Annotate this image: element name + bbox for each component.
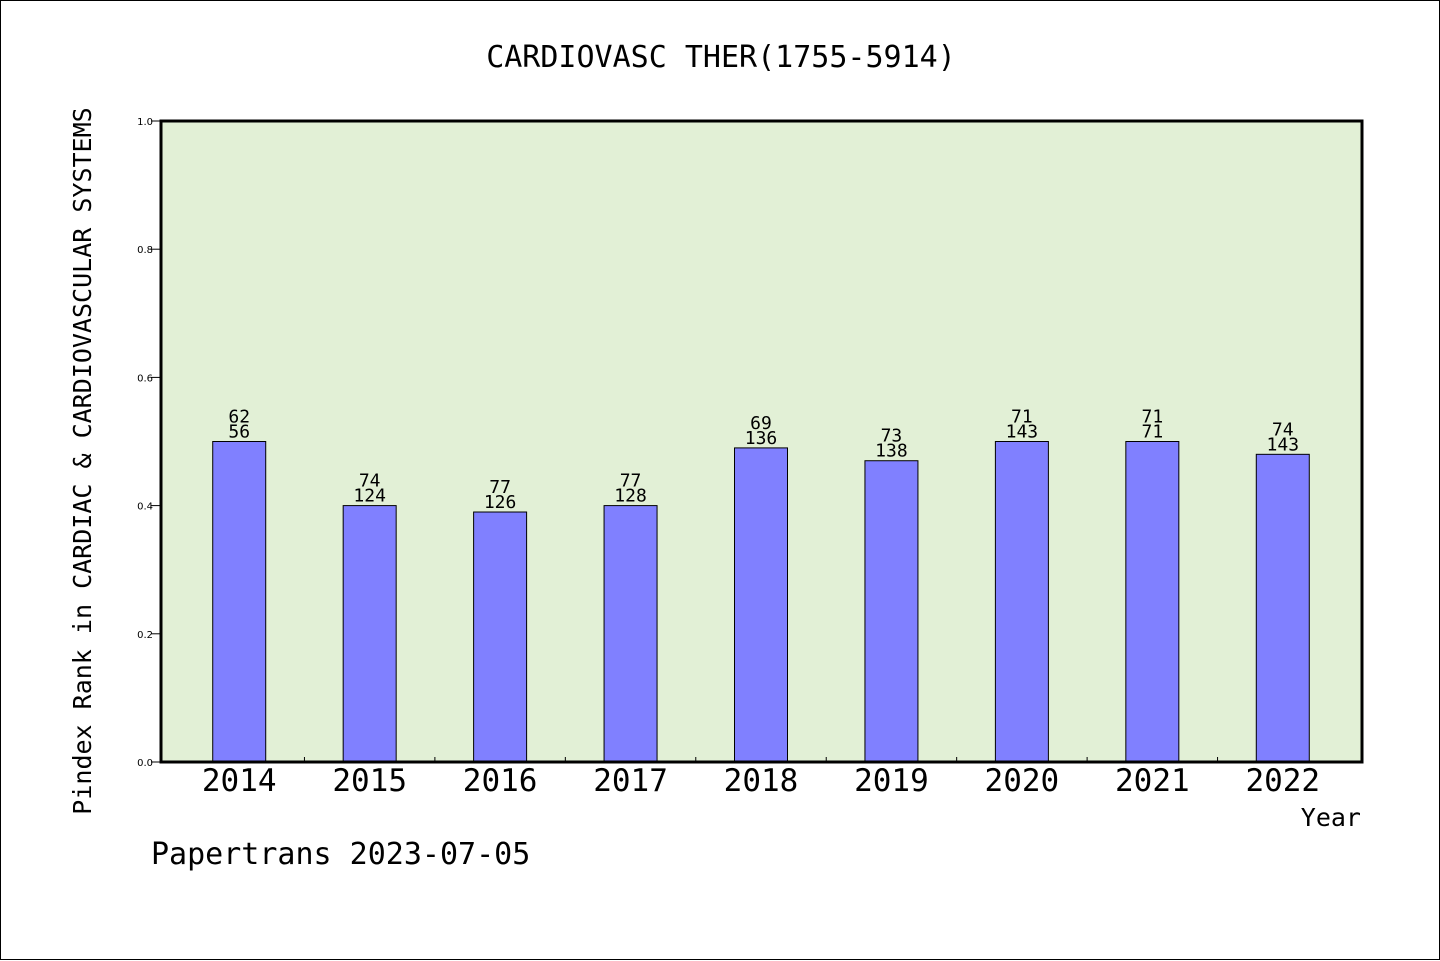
- bar: [994, 441, 1049, 763]
- x-tick-label: 2021: [1115, 763, 1190, 799]
- bar-label-bottom: 128: [614, 486, 647, 507]
- bar-label-top: 77: [489, 477, 511, 498]
- bar-label-top: 71: [1011, 407, 1033, 428]
- y-axis: 0.0 0.2 0.4 0.6 0.8 1.0: [137, 117, 161, 769]
- x-tick-label: 2018: [724, 763, 799, 799]
- x-axis-label: Year: [1301, 803, 1361, 832]
- y-tick-label: 0.4: [137, 502, 153, 513]
- bar-label-bottom: 126: [484, 492, 517, 513]
- y-axis-label: Pindex Rank in CARDIAC & CARDIOVASCULAR …: [68, 107, 97, 814]
- bar-label-top: 71: [1141, 407, 1163, 428]
- bar: [734, 447, 788, 763]
- y-tick-label: 1.0: [137, 117, 153, 128]
- x-tick-label: 2016: [463, 763, 538, 799]
- footer-credit: Papertrans 2023-07-05: [151, 837, 530, 872]
- x-tick-label: 2015: [332, 763, 407, 799]
- bar: [1255, 453, 1310, 763]
- bar-label-bottom: 143: [1267, 434, 1300, 455]
- x-tick-label: 2020: [985, 763, 1060, 799]
- bar-label-top: 62: [228, 407, 250, 428]
- bar-label-top: 74: [359, 471, 381, 492]
- bar-label-bottom: 138: [875, 441, 908, 462]
- y-tick-label: 0.0: [137, 758, 153, 769]
- plot-border: [159, 119, 1364, 764]
- x-tick-label: 2019: [854, 763, 929, 799]
- x-tick-label: 2017: [593, 763, 668, 799]
- y-tick-label: 0.8: [137, 245, 153, 256]
- bar: [342, 505, 397, 763]
- x-tick-label: 2014: [202, 763, 277, 799]
- chart-title: CARDIOVASC THER(1755-5914): [486, 40, 956, 75]
- bar-label-bottom: 124: [353, 486, 386, 507]
- bar-label-bottom: 143: [1006, 422, 1039, 443]
- y-tick-label: 0.2: [137, 630, 153, 641]
- bar-label-bottom: 71: [1141, 422, 1163, 443]
- bar-label-bottom: 56: [228, 422, 250, 443]
- x-axis: 2014 2015 2016 2017 2018 2019 2020 2021 2022: [202, 757, 1320, 799]
- bar-label-top: 74: [1272, 419, 1294, 440]
- x-tick-label: 2022: [1245, 763, 1320, 799]
- bar: [1125, 441, 1180, 763]
- bar-label-top: 69: [750, 413, 772, 434]
- bar-label-bottom: 136: [745, 428, 778, 449]
- y-tick-label: 0.6: [137, 373, 153, 384]
- bar-label-top: 77: [620, 471, 642, 492]
- bar: [603, 505, 658, 763]
- bar: [473, 511, 528, 763]
- bar-label-top: 73: [881, 426, 903, 447]
- bar: [864, 460, 919, 763]
- bar: [212, 441, 267, 763]
